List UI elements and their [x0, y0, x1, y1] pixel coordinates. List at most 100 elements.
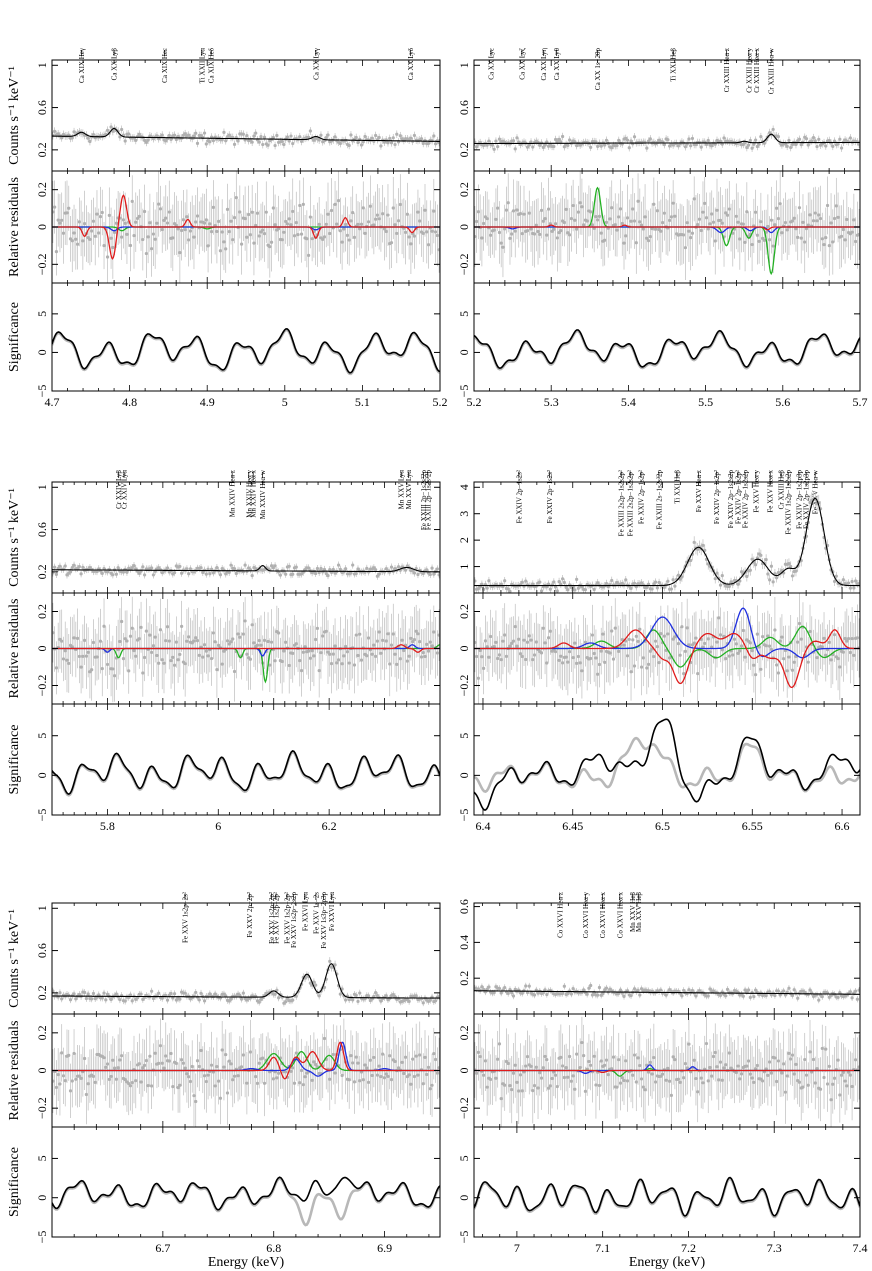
y-tick-label: 0.2 — [35, 564, 49, 579]
data-point — [356, 999, 360, 1004]
data-point — [804, 137, 809, 141]
data-point — [261, 142, 265, 147]
residual-point — [625, 654, 630, 658]
x-tick-label: 5.6 — [775, 395, 790, 409]
residual-point — [787, 655, 791, 659]
data-point — [389, 565, 394, 569]
data-point — [603, 143, 607, 147]
residual-point — [692, 641, 696, 645]
residual-point — [329, 208, 334, 213]
y-tick-label: 1 — [35, 62, 49, 68]
data-point — [846, 581, 851, 585]
data-point — [524, 579, 528, 583]
data-point — [497, 137, 502, 141]
residual-point — [727, 654, 731, 658]
data-point — [366, 994, 371, 998]
line-label: Fe XXIV 2p−1s2p3p — [795, 470, 803, 530]
data-point — [58, 564, 62, 568]
residual-point — [68, 1089, 73, 1093]
data-point — [576, 586, 580, 590]
residual-point — [715, 640, 719, 644]
residual-point — [194, 220, 198, 224]
residual-point — [546, 636, 551, 640]
residual-point — [77, 654, 81, 659]
residual-point — [277, 631, 281, 635]
residual-point — [317, 669, 321, 673]
residual-point — [492, 228, 496, 232]
data-point — [174, 137, 178, 142]
data-point — [831, 144, 835, 148]
residual-point — [206, 654, 210, 658]
residual-point — [796, 640, 800, 644]
data-point — [229, 563, 233, 567]
residual-point — [75, 636, 80, 640]
data-point — [632, 581, 637, 585]
residual-point — [409, 636, 413, 640]
data-point — [127, 132, 131, 136]
data-point — [794, 142, 798, 147]
data-point — [134, 138, 138, 142]
residual-point — [615, 228, 619, 232]
residual-point — [545, 661, 549, 665]
data-point — [432, 134, 436, 138]
counts-plot — [474, 125, 860, 154]
residuals-plot — [52, 171, 440, 283]
data-point — [699, 145, 703, 149]
residual-point — [780, 231, 784, 235]
data-point — [555, 140, 559, 144]
residual-point — [661, 221, 665, 225]
y-tick-label: −5 — [457, 385, 471, 398]
residuals-plot — [52, 1014, 440, 1127]
residual-point — [603, 660, 607, 664]
data-point — [53, 565, 57, 569]
data-point — [307, 135, 311, 139]
residual-point — [396, 219, 401, 223]
residual-point — [755, 233, 759, 237]
residual-point — [703, 641, 707, 646]
x-tick-label: 6.2 — [322, 819, 337, 833]
residual-point — [377, 217, 381, 221]
line-label: Fe XXV 1s3p−2p3p — [320, 892, 328, 949]
data-point — [599, 144, 603, 148]
data-point — [662, 143, 666, 147]
line-label: Mn XXIV Heα y — [245, 470, 253, 518]
residual-point — [294, 642, 298, 646]
residual-point — [86, 650, 90, 654]
residual-point — [568, 650, 572, 654]
residual-point — [395, 231, 399, 236]
data-point — [250, 140, 254, 144]
residual-point — [181, 218, 185, 222]
residual-point — [292, 234, 297, 238]
data-point — [273, 564, 277, 568]
residual-point — [356, 653, 360, 658]
residual-model-green — [474, 186, 860, 276]
residual-point — [754, 210, 758, 214]
data-point — [183, 991, 187, 995]
residual-point — [734, 214, 738, 218]
data-point — [70, 136, 74, 140]
residual-point — [404, 230, 408, 234]
data-point — [307, 566, 311, 570]
data-point — [86, 992, 90, 996]
residual-point — [622, 241, 626, 245]
residual-point — [91, 219, 96, 223]
residual-point — [90, 668, 94, 672]
residual-point — [715, 208, 719, 212]
residual-point — [845, 639, 849, 643]
residual-point — [815, 655, 819, 660]
data-point — [382, 570, 387, 574]
data-point — [105, 992, 110, 996]
residual-point — [575, 227, 579, 231]
residual-point — [857, 232, 860, 237]
line-label: Fe XXIII 2p−1s2s²2p — [420, 470, 428, 531]
residual-point — [70, 239, 74, 243]
x-tick-label: 5.2 — [433, 395, 448, 409]
data-point — [257, 140, 261, 144]
residual-point — [379, 651, 383, 655]
data-point — [428, 572, 432, 577]
residual-point — [638, 220, 642, 224]
data-point — [326, 573, 330, 578]
line-label: Fe XXIV 2p−1s2p² — [734, 470, 742, 524]
residual-point — [148, 221, 152, 225]
data-point — [566, 588, 570, 592]
